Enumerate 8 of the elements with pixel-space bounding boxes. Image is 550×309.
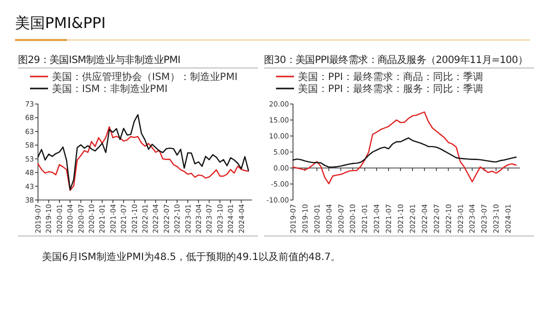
text: 美国PMI&PPI [15,14,106,32]
legend-label: 美国：ISM：非制造业PMI [52,83,168,95]
legend-label: 美国：供应管理协会（ISM）：制造业PMI [52,71,238,83]
chart-title: 图30：美国PPI最终需求：商品及服务（2009年11月=100） [264,54,528,66]
legend-label: 美国：PPI：最终需求：服务：同比：季调 [298,83,484,95]
chart-title: 图29：美国ISM制造业与非制造业PMI [18,54,180,66]
text: 美国6月ISM制造业PMI为48.5，低于预期的49.1以及前值的48.7。 [42,251,341,263]
legend-label: 美国：PPI：最终需求：商品：同比：季调 [298,71,484,83]
